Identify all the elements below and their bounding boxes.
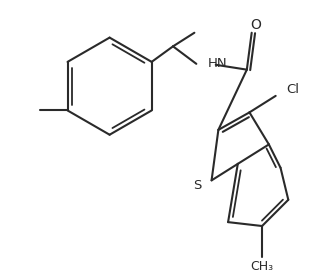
Text: O: O <box>250 18 261 32</box>
Text: Cl: Cl <box>286 82 299 96</box>
Text: CH₃: CH₃ <box>250 260 274 273</box>
Text: HN: HN <box>208 57 228 70</box>
Text: S: S <box>194 179 202 192</box>
